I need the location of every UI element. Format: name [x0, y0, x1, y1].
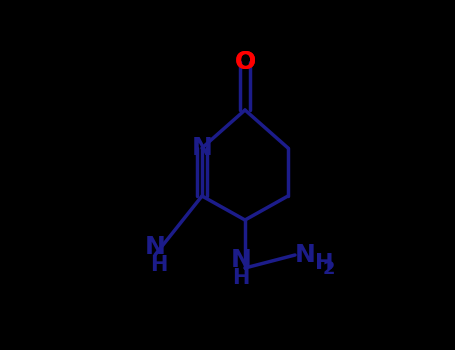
Text: N: N — [145, 235, 166, 259]
Text: O: O — [234, 50, 256, 74]
Text: N: N — [294, 243, 315, 267]
Text: O: O — [234, 50, 256, 74]
Text: 2: 2 — [323, 260, 335, 278]
Text: N: N — [231, 248, 252, 272]
Text: H: H — [150, 255, 168, 275]
Text: H: H — [233, 268, 250, 288]
Text: N: N — [192, 136, 212, 160]
Text: H: H — [315, 253, 334, 273]
